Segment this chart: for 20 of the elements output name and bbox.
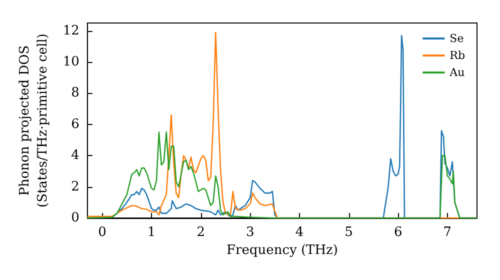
legend-label: Se	[450, 32, 464, 45]
y-tick-label: 4	[71, 148, 80, 164]
y-tick-label: 2	[71, 179, 80, 194]
x-axis-title: Frequency (THz)	[226, 242, 338, 258]
legend-label: Au	[448, 66, 465, 79]
x-tick-label: 7	[443, 225, 452, 240]
y-tick-label: 0	[71, 210, 80, 226]
x-tick-label: 6	[394, 225, 402, 240]
y-tick-label: 12	[62, 23, 80, 38]
x-tick-label: 5	[344, 225, 353, 240]
legend-label: Rb	[450, 49, 466, 62]
y-axis-title: Phonon projected DOS (States/THz·primitive cell)	[18, 33, 50, 208]
y-tick-label: 10	[62, 54, 80, 70]
y-tick-label: 6	[71, 116, 80, 132]
y-tick-label: 8	[71, 86, 80, 101]
x-tick-label: 2	[196, 225, 205, 240]
x-tick-label: 3	[246, 225, 254, 240]
x-tick-label: 1	[147, 225, 156, 240]
x-tick-label: 0	[98, 225, 106, 240]
x-tick-label: 4	[295, 225, 304, 240]
